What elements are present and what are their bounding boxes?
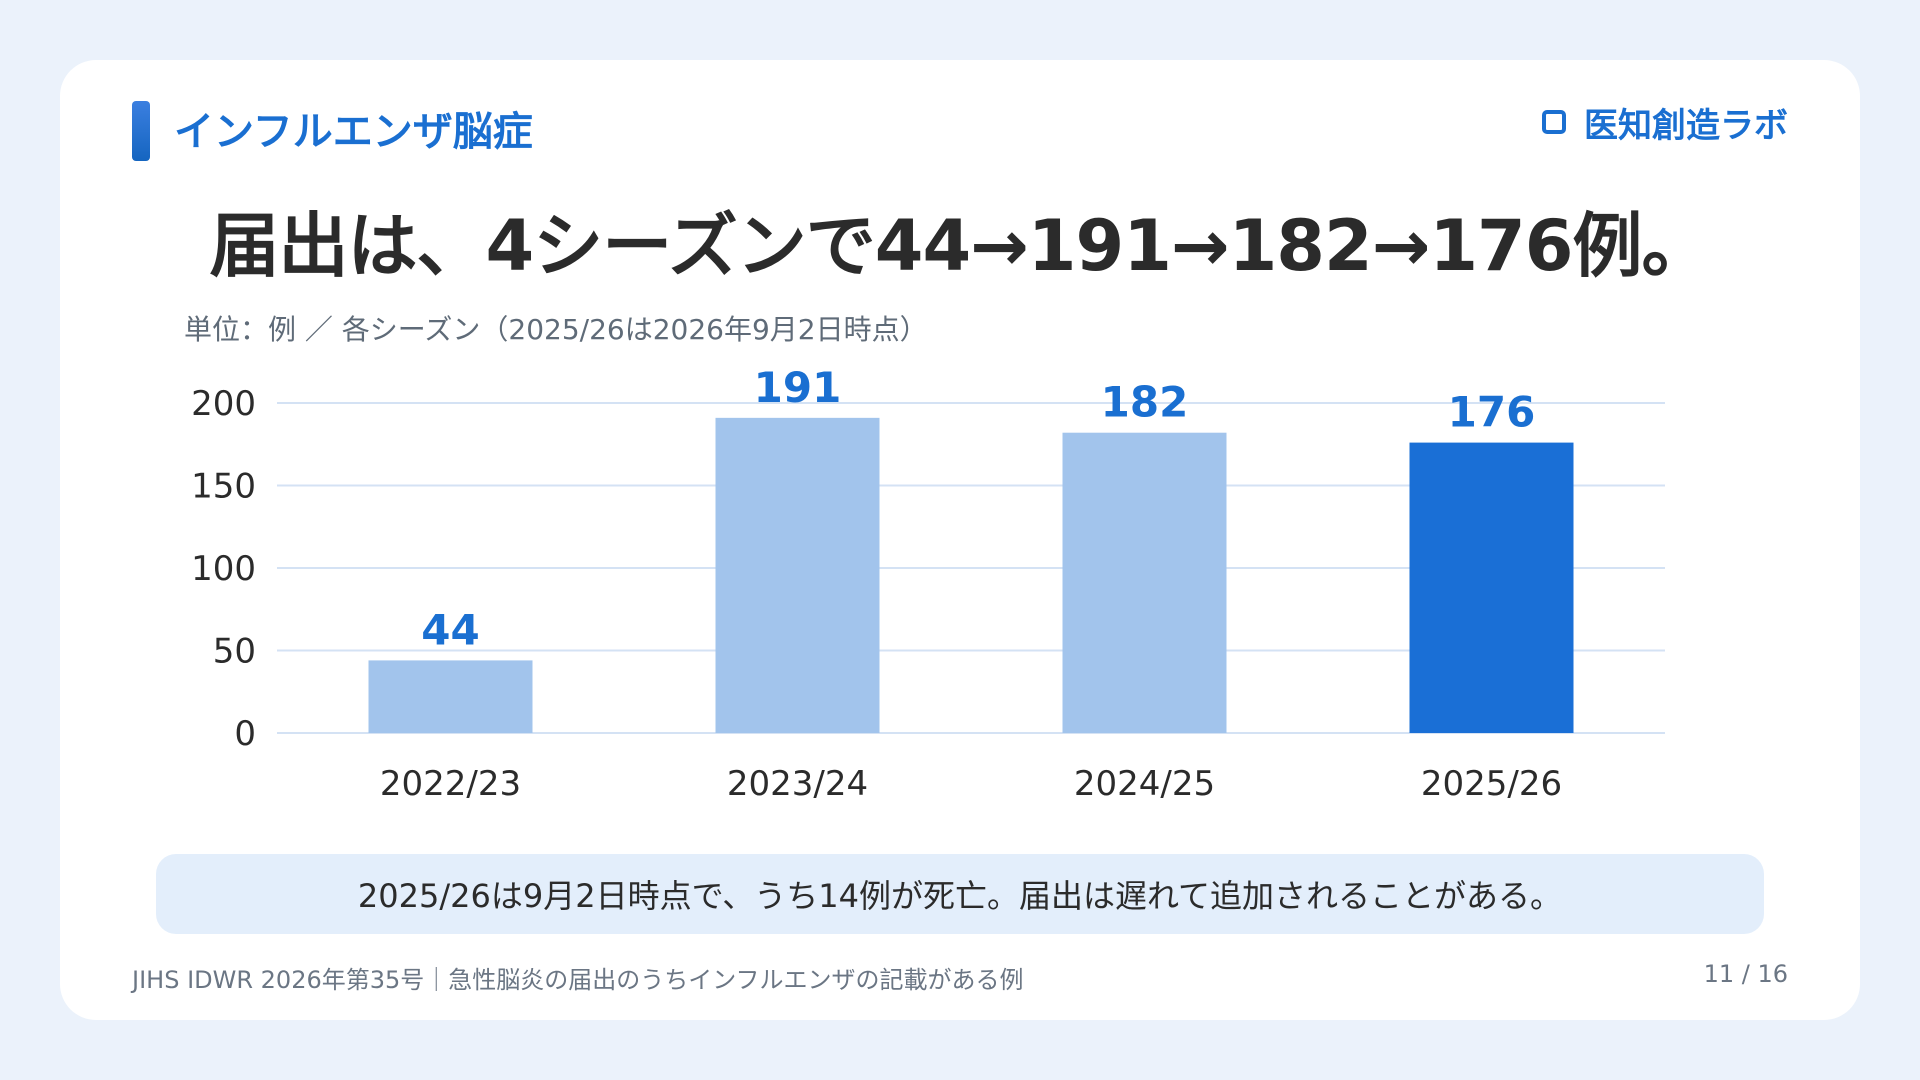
value-label: 191 xyxy=(754,363,842,412)
unit-note: 単位：例 ／ 各シーズン（2025/26は2026年9月2日時点） xyxy=(184,313,928,346)
bar-2025-26 xyxy=(1409,442,1574,733)
value-label: 182 xyxy=(1101,378,1189,427)
section-label: インフルエンザ脳症 xyxy=(174,109,533,155)
note-box: 2025/26は9月2日時点で、うち14例が死亡。届出は遅れて追加されることがあ… xyxy=(156,854,1764,934)
y-tick-label: 0 xyxy=(234,714,256,754)
slide-card: インフルエンザ脳症 医知創造ラボ 届出は、4シーズンで44→191→182→17… xyxy=(60,60,1860,1020)
y-tick-label: 150 xyxy=(191,467,256,507)
x-tick-label: 2024/25 xyxy=(1074,764,1215,804)
brand-name: 医知創造ラボ xyxy=(1584,105,1788,146)
y-tick-label: 200 xyxy=(191,384,256,424)
bar-2022-23 xyxy=(368,660,533,733)
x-tick-label: 2025/26 xyxy=(1421,764,1562,804)
value-label: 44 xyxy=(421,605,479,654)
square-outline-icon xyxy=(1542,110,1566,134)
note-text: 2025/26は9月2日時点で、うち14例が死亡。届出は遅れて追加されることがあ… xyxy=(357,877,1563,915)
brand: 医知創造ラボ xyxy=(1542,100,1788,146)
x-tick-label: 2023/24 xyxy=(727,764,868,804)
section-accent-bar xyxy=(132,101,150,161)
y-tick-label: 100 xyxy=(191,549,256,589)
x-tick-label: 2022/23 xyxy=(380,764,521,804)
y-tick-label: 50 xyxy=(213,632,256,672)
bar-chart: 0 50 100 150 200 44 191 182 176 2022/23 2023/24 2… xyxy=(191,363,1665,804)
bar-2023-24 xyxy=(715,417,880,733)
footer-source: JIHS IDWR 2026年第35号｜急性脳炎の届出のうちインフルエンザの記載… xyxy=(132,966,1024,994)
bar-2024-25 xyxy=(1062,432,1227,733)
value-label: 176 xyxy=(1448,388,1536,437)
page-title: 届出は、4シーズンで44→191→182→176例。 xyxy=(209,205,1712,287)
page-number: 11 / 16 xyxy=(1703,960,1788,988)
